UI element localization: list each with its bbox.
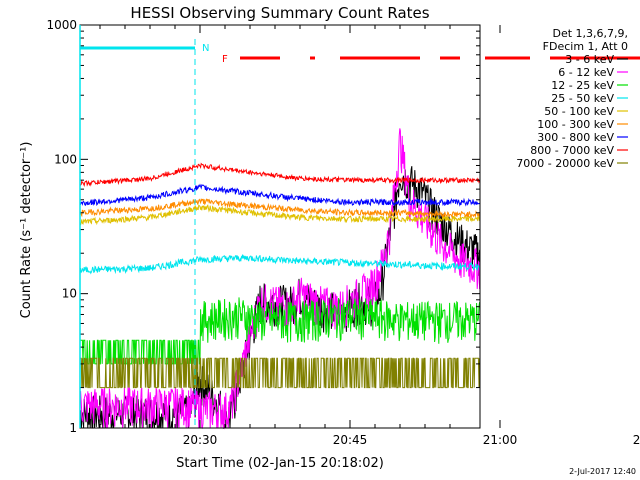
legend-header-line: Det 1,3,6,7,9, [552,27,628,40]
y-axis-label: Count Rate (s⁻¹ detector⁻¹) [19,142,34,319]
y-tick-label: 100 [54,152,77,166]
legend-entry-50-100-kev: 50 - 100 keV [544,105,614,118]
series-300-800-kev [79,183,480,207]
legend-entry-100-300-kev: 100 - 300 keV [537,118,614,131]
y-tick-label: 1000 [46,18,77,32]
plot-layer: 110100100020:3020:4521:0021:1521:3021:45… [46,18,640,447]
series-6-12-kev [79,128,481,430]
x-axis-label: Start Time (02-Jan-15 20:18:02) [176,456,384,471]
legend-entry-7000-20000-kev: 7000 - 20000 keV [516,157,614,170]
y-tick-label: 10 [62,287,77,301]
footer-date: 2-Jul-2017 12:40 [569,467,636,476]
series-25-50-kev [79,254,481,275]
x-tick-label: 20:30 [183,433,218,447]
x-tick-label: 21:00 [483,433,518,447]
legend-entry-12-25-kev: 12 - 25 keV [551,79,614,92]
series-800-7000-kev [79,162,481,187]
series-12-25-kev [80,297,481,365]
series-50-100-kev [79,204,481,226]
series-100-300-kev [79,198,481,219]
legend: Det 1,3,6,7,9,FDecim 1, Att 03 - 6 keV6 … [516,27,628,170]
series-7000-20000-kev [80,357,481,389]
x-tick-label: 20:45 [333,433,368,447]
legend-entry-300-800-kev: 300 - 800 keV [537,131,614,144]
legend-entry-6-12-kev: 6 - 12 keV [558,66,614,79]
legend-entry-3-6-kev: 3 - 6 keV [565,53,614,66]
flare-flag-label: F [222,54,228,65]
x-tick-label: 21:15 [633,433,640,447]
legend-entry-25-50-kev: 25 - 50 keV [551,92,614,105]
legend-entry-800-7000-kev: 800 - 7000 keV [530,144,614,157]
night-flag-label: N [202,43,209,54]
chart-title: HESSI Observing Summary Count Rates [130,4,429,22]
legend-header-line: FDecim 1, Att 0 [543,40,628,53]
y-tick-label: 1 [69,421,77,435]
